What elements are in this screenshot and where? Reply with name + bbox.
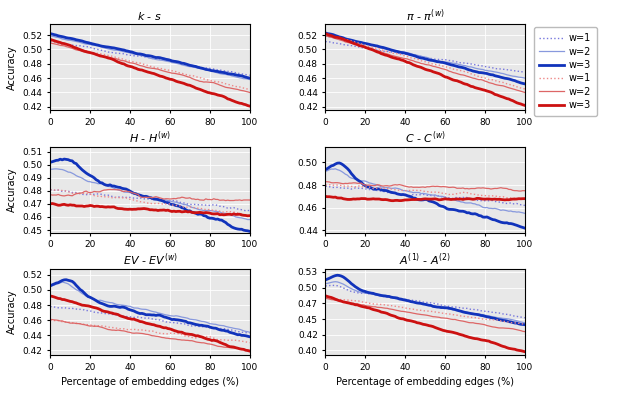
Y-axis label: Accuracy: Accuracy: [7, 45, 17, 90]
Y-axis label: Accuracy: Accuracy: [7, 167, 17, 212]
Y-axis label: Accuracy: Accuracy: [7, 290, 17, 334]
Title: $k$ - $s$: $k$ - $s$: [138, 10, 163, 22]
Title: $C$ - $C^{(w)}$: $C$ - $C^{(w)}$: [404, 129, 445, 146]
Title: $H$ - $H^{(w)}$: $H$ - $H^{(w)}$: [129, 129, 171, 146]
Title: $EV$ - $EV^{(w)}$: $EV$ - $EV^{(w)}$: [122, 251, 177, 268]
Title: $\pi$ - $\pi^{(w)}$: $\pi$ - $\pi^{(w)}$: [406, 7, 444, 24]
Title: $A^{(1)}$ - $A^{(2)}$: $A^{(1)}$ - $A^{(2)}$: [399, 251, 451, 268]
Legend: w=1, w=2, w=3, w=1, w=2, w=3: w=1, w=2, w=3, w=1, w=2, w=3: [534, 28, 597, 116]
X-axis label: Percentage of embedding edges (%): Percentage of embedding edges (%): [336, 377, 514, 387]
X-axis label: Percentage of embedding edges (%): Percentage of embedding edges (%): [61, 377, 239, 387]
